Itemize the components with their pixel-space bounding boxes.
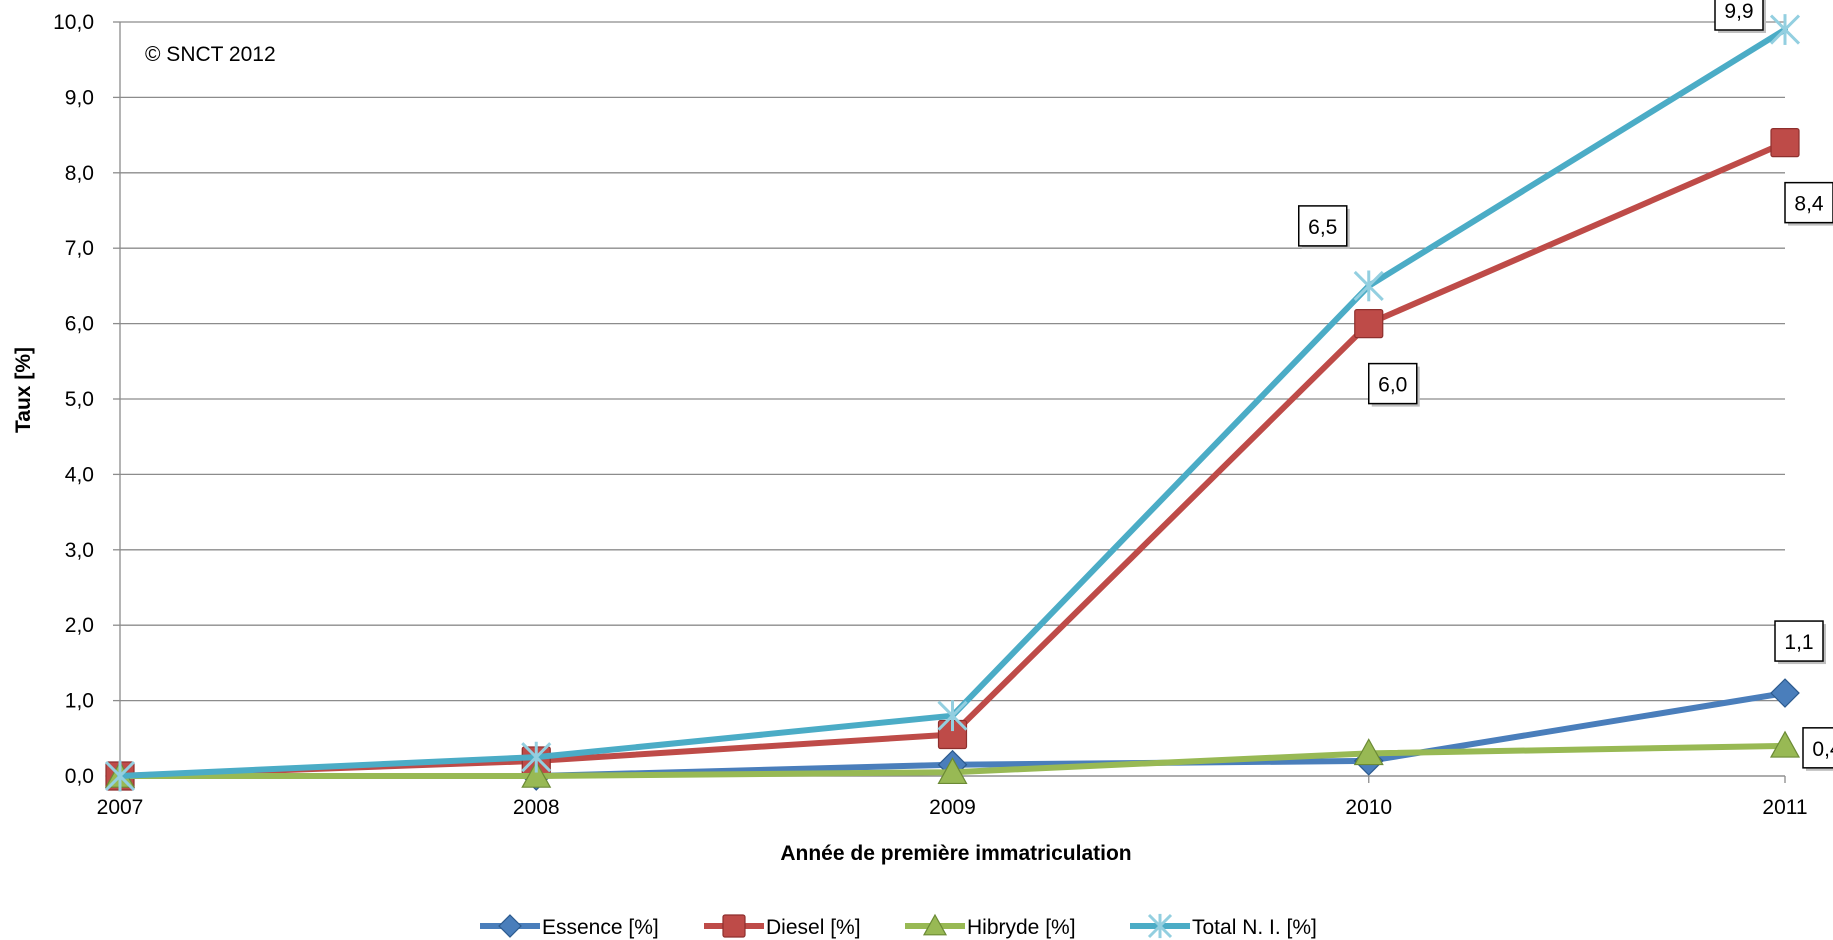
data-label: 6,0	[1368, 362, 1420, 407]
data-point	[937, 700, 968, 732]
data-point	[1770, 128, 1800, 158]
data-label-text: 6,5	[1308, 216, 1337, 239]
data-point	[1769, 730, 1801, 758]
legend-marker	[722, 914, 746, 938]
y-tick-label: 4,0	[65, 463, 94, 486]
legend-label: Hibryde [%]	[967, 916, 1076, 939]
legend-label: Essence [%]	[542, 916, 659, 939]
data-point	[1769, 14, 1801, 45]
data-point	[104, 760, 136, 792]
data-label: 6,5	[1298, 205, 1350, 249]
data-point	[1353, 738, 1384, 766]
y-tick-label: 5,0	[65, 388, 94, 411]
x-axis-title: Année de première immatriculation	[780, 842, 1131, 865]
data-label-box	[1368, 362, 1418, 405]
y-tick-label: 6,0	[65, 313, 94, 336]
legend-item: Total N. I. [%]	[1130, 913, 1317, 939]
data-point	[937, 756, 968, 785]
series-3	[104, 14, 1801, 792]
x-tick-label: 2010	[1345, 796, 1392, 819]
data-label: 9,9	[1714, 0, 1766, 33]
legend-label: Total N. I. [%]	[1192, 916, 1317, 939]
y-tick-label: 1,0	[65, 690, 94, 713]
series-2	[104, 730, 1801, 788]
data-label-box	[1774, 620, 1824, 662]
legend-item: Hibryde [%]	[905, 913, 1076, 939]
x-tick-label: 2008	[513, 796, 560, 819]
data-point	[1353, 270, 1384, 302]
data-label-text: 6,0	[1378, 374, 1407, 397]
legend-item: Essence [%]	[480, 914, 659, 939]
series-1	[105, 128, 1800, 791]
gridlines	[113, 21, 1786, 783]
y-tick-label: 7,0	[65, 237, 94, 260]
y-axis-ticks: 0,0 1,0 2,0 3,0 4,0 5,0 6,0 7,0 8,0 9,0 10,0	[53, 11, 94, 788]
data-label-box	[1714, 0, 1764, 31]
copyright-annotation: © SNCT 2012	[145, 43, 276, 66]
data-point	[1770, 678, 1800, 708]
data-label: 8,4	[1784, 181, 1833, 226]
y-tick-label: 8,0	[65, 162, 94, 185]
data-point	[521, 741, 552, 773]
series-group	[104, 14, 1801, 792]
y-tick-label: 2,0	[65, 614, 94, 637]
data-label-text: 9,9	[1724, 0, 1753, 23]
x-axis-ticks: 2007 2008 2009 2010 2011	[97, 796, 1808, 819]
data-label-box	[1298, 205, 1348, 247]
legend: Essence [%] Diesel [%] Hibryde [%] Total N.…	[480, 913, 1317, 939]
x-tick-label: 2007	[97, 796, 144, 819]
data-point	[521, 760, 552, 788]
data-label-text: 0,4	[1812, 738, 1833, 761]
legend-item: Diesel [%]	[704, 914, 861, 939]
data-label-text: 1,1	[1784, 631, 1813, 654]
legend-label: Diesel [%]	[766, 916, 861, 939]
y-tick-label: 9,0	[65, 86, 94, 109]
x-tick-label: 2009	[929, 796, 976, 819]
x-tick-label: 2011	[1762, 796, 1807, 819]
y-tick-label: 0,0	[65, 765, 94, 788]
data-label-box	[1802, 727, 1833, 769]
y-tick-label: 10,0	[53, 11, 94, 34]
legend-marker	[922, 913, 948, 936]
series-line	[117, 139, 1788, 779]
data-label: 1,1	[1774, 620, 1826, 665]
data-point	[1354, 309, 1384, 339]
y-axis-title: Taux [%]	[12, 347, 35, 433]
data-labels: 6,5 6,0 9,9 8,4 1,1 0,4	[1298, 0, 1833, 771]
legend-marker	[1147, 913, 1173, 939]
series-line	[117, 26, 1788, 779]
data-label: 0,4	[1802, 727, 1833, 771]
legend-marker	[498, 914, 522, 938]
y-tick-label: 3,0	[65, 539, 94, 562]
data-label-text: 8,4	[1794, 193, 1824, 216]
data-label-box	[1784, 181, 1833, 224]
